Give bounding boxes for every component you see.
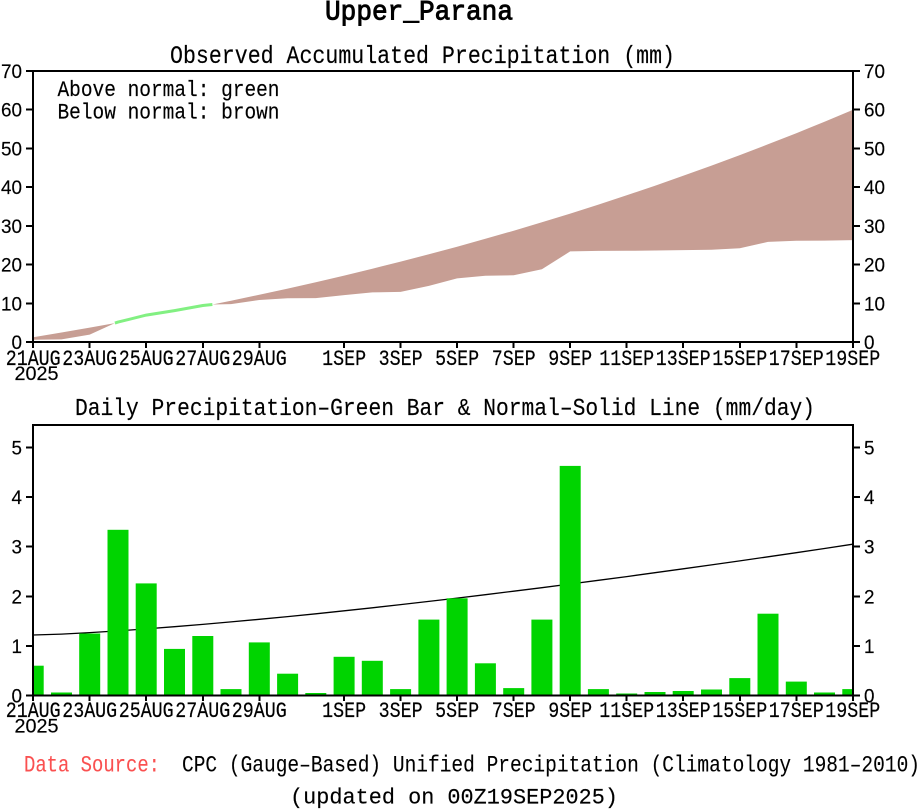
svg-text:50: 50 xyxy=(1,138,22,160)
svg-text:2025: 2025 xyxy=(15,717,59,738)
svg-text:0: 0 xyxy=(864,332,875,354)
svg-text:27AUG: 27AUG xyxy=(175,699,230,724)
svg-text:7SEP: 7SEP xyxy=(492,347,536,372)
svg-text:27AUG: 27AUG xyxy=(175,347,230,372)
svg-text:15SEP: 15SEP xyxy=(712,347,767,372)
svg-text:20: 20 xyxy=(864,255,885,277)
svg-text:Below normal: brown: Below normal: brown xyxy=(58,100,280,126)
svg-text:CPC (Gauge–Based) Unified Prec: CPC (Gauge–Based) Unified Precipitation … xyxy=(182,753,920,780)
svg-text:9SEP: 9SEP xyxy=(548,699,592,724)
svg-text:3SEP: 3SEP xyxy=(379,347,423,372)
svg-text:40: 40 xyxy=(1,177,22,199)
svg-text:0: 0 xyxy=(12,686,23,708)
svg-text:0: 0 xyxy=(864,686,875,708)
svg-text:25AUG: 25AUG xyxy=(119,699,174,724)
svg-text:29AUG: 29AUG xyxy=(232,347,287,372)
svg-text:1: 1 xyxy=(12,636,23,658)
svg-text:17SEP: 17SEP xyxy=(769,699,824,724)
svg-text:5: 5 xyxy=(864,438,875,460)
svg-text:Data Source:: Data Source: xyxy=(24,753,160,780)
svg-text:21AUG: 21AUG xyxy=(6,699,61,724)
svg-text:15SEP: 15SEP xyxy=(712,699,767,724)
svg-text:4: 4 xyxy=(864,487,875,509)
svg-text:60: 60 xyxy=(1,100,22,122)
svg-text:17SEP: 17SEP xyxy=(769,347,824,372)
svg-text:7SEP: 7SEP xyxy=(492,699,536,724)
svg-text:11SEP: 11SEP xyxy=(599,347,654,372)
svg-text:19SEP: 19SEP xyxy=(825,347,880,372)
svg-text:25AUG: 25AUG xyxy=(119,347,174,372)
svg-text:60: 60 xyxy=(864,100,885,122)
svg-text:Upper_Parana: Upper_Parana xyxy=(325,0,513,29)
svg-text:19SEP: 19SEP xyxy=(825,699,880,724)
svg-text:13SEP: 13SEP xyxy=(656,347,711,372)
svg-text:Observed Accumulated Precipita: Observed Accumulated Precipitation (mm) xyxy=(170,42,675,71)
svg-text:0: 0 xyxy=(12,332,23,354)
svg-text:(updated on 00Z19SEP2025): (updated on 00Z19SEP2025) xyxy=(290,786,618,809)
svg-text:23AUG: 23AUG xyxy=(62,699,117,724)
svg-text:Daily Precipitation–Green Bar: Daily Precipitation–Green Bar & Normal–S… xyxy=(75,396,815,423)
svg-text:2: 2 xyxy=(12,586,23,608)
svg-text:70: 70 xyxy=(1,61,22,83)
svg-text:10: 10 xyxy=(1,293,22,315)
svg-text:20: 20 xyxy=(1,255,22,277)
svg-text:3: 3 xyxy=(12,537,23,559)
svg-text:5: 5 xyxy=(12,438,23,460)
svg-text:40: 40 xyxy=(864,177,885,199)
svg-text:1SEP: 1SEP xyxy=(322,347,366,372)
svg-text:30: 30 xyxy=(1,216,22,238)
svg-text:23AUG: 23AUG xyxy=(62,347,117,372)
svg-text:70: 70 xyxy=(864,61,885,83)
svg-text:29AUG: 29AUG xyxy=(232,699,287,724)
svg-text:13SEP: 13SEP xyxy=(656,699,711,724)
svg-text:4: 4 xyxy=(12,487,23,509)
svg-text:2: 2 xyxy=(864,586,875,608)
svg-text:1SEP: 1SEP xyxy=(322,699,366,724)
svg-text:3SEP: 3SEP xyxy=(379,699,423,724)
svg-text:1: 1 xyxy=(864,636,875,658)
svg-text:3: 3 xyxy=(864,537,875,559)
svg-text:Above normal: green: Above normal: green xyxy=(58,77,280,103)
svg-text:5SEP: 5SEP xyxy=(435,699,479,724)
svg-text:2025: 2025 xyxy=(15,364,59,385)
svg-text:9SEP: 9SEP xyxy=(548,347,592,372)
svg-text:5SEP: 5SEP xyxy=(435,347,479,372)
svg-text:30: 30 xyxy=(864,216,885,238)
svg-text:10: 10 xyxy=(864,293,885,315)
svg-text:50: 50 xyxy=(864,138,885,160)
svg-text:21AUG: 21AUG xyxy=(6,347,61,372)
svg-text:11SEP: 11SEP xyxy=(599,699,654,724)
